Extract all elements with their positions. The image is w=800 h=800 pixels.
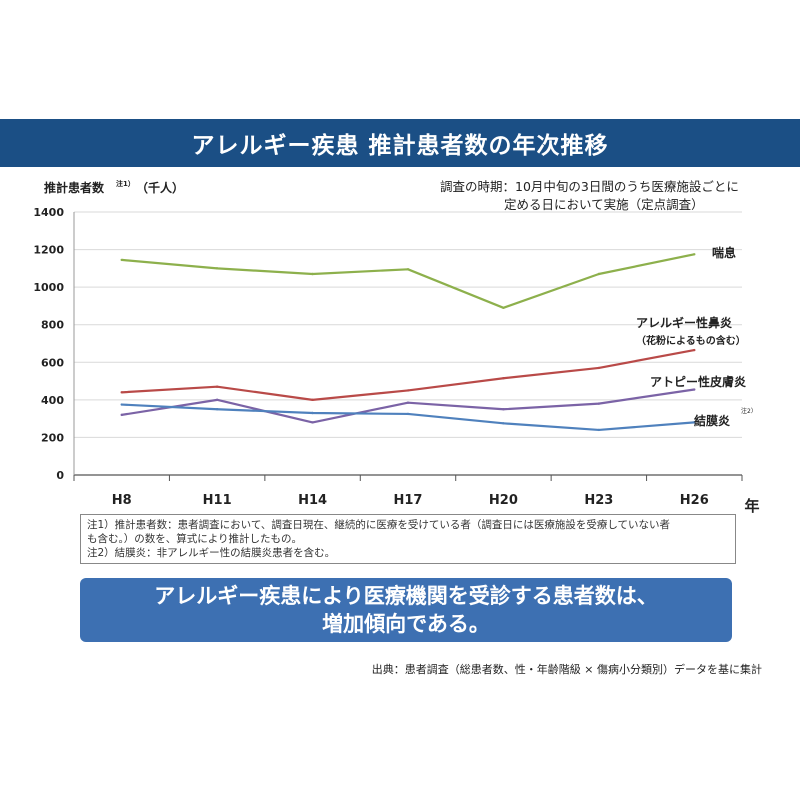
series-label-1: 喘息 bbox=[712, 245, 736, 260]
series-sublabel-2: （花粉によるもの含む） bbox=[636, 334, 746, 347]
data-point bbox=[311, 421, 314, 424]
conclusion-callout: アレルギー疾患により医療機関を受診する患者数は、 増加傾向である。 bbox=[80, 578, 732, 642]
x-tick-label: H8 bbox=[112, 493, 132, 508]
data-point bbox=[215, 267, 219, 270]
series-label-4: 結膜炎 bbox=[694, 413, 730, 428]
x-tick-label: H14 bbox=[298, 493, 327, 508]
y-axis-label-note: 注1） bbox=[116, 179, 135, 188]
data-point bbox=[693, 253, 696, 256]
data-point bbox=[693, 421, 696, 424]
y-tick-label: 1200 bbox=[33, 244, 64, 257]
footnote-1-cont: も含む。）の数を、算式により推計したもの。 bbox=[87, 533, 303, 545]
y-tick-label: 1400 bbox=[33, 206, 64, 219]
x-tick-label: H11 bbox=[203, 493, 232, 508]
source-citation: 出典：患者調査（総患者数、性・年齢階級 × 傷病小分類別）データを基に集計 bbox=[371, 663, 762, 676]
series-label-2: アレルギー性鼻炎 bbox=[636, 315, 732, 330]
x-tick-label: H26 bbox=[680, 493, 709, 508]
data-point bbox=[597, 428, 601, 432]
data-point bbox=[120, 413, 123, 417]
data-point bbox=[406, 268, 410, 271]
series-label-3: アトピー性皮膚炎 bbox=[650, 374, 746, 389]
callout-line2: 増加傾向である。 bbox=[322, 612, 490, 636]
x-tick-label: H17 bbox=[394, 493, 423, 508]
x-tick-label: H20 bbox=[489, 493, 518, 508]
x-tick-label: H23 bbox=[584, 493, 613, 508]
survey-period-line1: 調査の時期：10月中旬の3日間のうち医療施設ごとに bbox=[440, 179, 739, 194]
series-line-1 bbox=[121, 253, 695, 309]
footnote-2: 注2）結膜炎：非アレルギー性の結膜炎患者を含む。 bbox=[87, 547, 336, 559]
y-tick-label: 0 bbox=[56, 469, 64, 482]
data-point bbox=[120, 403, 123, 406]
data-point bbox=[502, 408, 505, 411]
data-point bbox=[502, 306, 505, 310]
data-point bbox=[597, 366, 601, 370]
series-line-4 bbox=[121, 403, 695, 432]
data-point bbox=[406, 401, 410, 404]
data-point bbox=[215, 408, 219, 411]
data-point bbox=[502, 422, 505, 425]
y-tick-label: 200 bbox=[41, 431, 64, 444]
x-axis-label: 年 bbox=[744, 497, 759, 514]
data-point bbox=[120, 391, 123, 394]
y-tick-label: 800 bbox=[41, 319, 64, 332]
y-axis-label: 推計患者数 bbox=[44, 180, 105, 195]
data-point bbox=[597, 272, 601, 276]
data-point bbox=[215, 385, 219, 388]
y-axis-label-unit: （千人） bbox=[136, 180, 184, 195]
footnote-1: 注1）推計患者数：患者調査において、調査日現在、継続的に医療を受けている者（調査… bbox=[87, 519, 671, 531]
y-tick-label: 600 bbox=[41, 356, 64, 369]
data-point bbox=[406, 389, 410, 392]
footnotes-box: 注1）推計患者数：患者調査において、調査日現在、継続的に医療を受けている者（調査… bbox=[80, 514, 736, 564]
series-line-2 bbox=[121, 348, 695, 401]
survey-period-note: 調査の時期：10月中旬の3日間のうち医療施設ごとに 定める日において実施（定点調… bbox=[440, 178, 760, 214]
line-chart: 0 200 400 600 800 1000 1200 1400 H8 H11 H14 H17 H20 H… bbox=[33, 179, 759, 514]
data-point bbox=[406, 412, 410, 416]
data-point bbox=[215, 398, 219, 402]
series-line-3 bbox=[121, 388, 695, 424]
data-point bbox=[597, 402, 601, 405]
data-point bbox=[311, 272, 314, 276]
survey-period-line2: 定める日において実施（定点調査） bbox=[504, 197, 704, 212]
data-point bbox=[693, 388, 696, 391]
series-note-4: 注2） bbox=[741, 407, 757, 415]
data-point bbox=[311, 411, 314, 415]
data-point bbox=[120, 258, 123, 262]
data-point bbox=[502, 377, 505, 380]
callout-line1: アレルギー疾患により医療機関を受診する患者数は、 bbox=[154, 584, 658, 608]
page-title: アレルギー疾患 推計患者数の年次推移 bbox=[0, 119, 800, 167]
data-point bbox=[311, 398, 314, 402]
y-tick-label: 1000 bbox=[33, 281, 64, 294]
data-point bbox=[693, 348, 696, 352]
y-tick-label: 400 bbox=[41, 394, 64, 407]
